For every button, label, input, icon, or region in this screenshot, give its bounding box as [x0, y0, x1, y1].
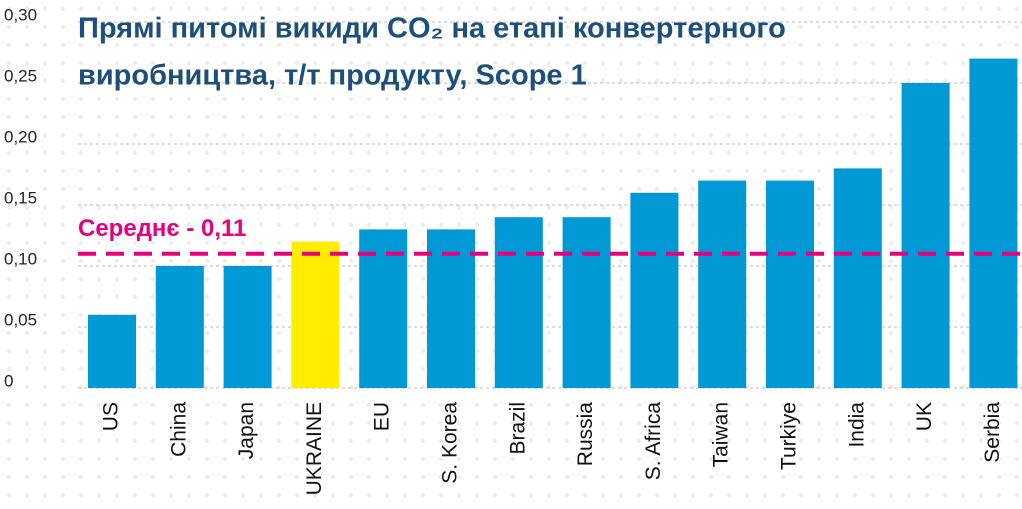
bar — [359, 229, 408, 388]
bar — [155, 266, 204, 388]
y-tick-label: 0,25 — [4, 66, 37, 85]
bar — [901, 83, 950, 388]
x-tick-label: Turkiye — [778, 402, 801, 470]
x-tick-label: US — [100, 402, 123, 431]
bar — [291, 241, 340, 388]
bar — [969, 58, 1018, 388]
y-tick-label: 0,10 — [4, 249, 37, 268]
y-tick-label: 0 — [4, 371, 13, 390]
x-tick-label: Russia — [574, 402, 597, 467]
bar — [630, 192, 679, 388]
bar — [427, 229, 475, 388]
mean-label: Середнє - 0,11 — [78, 215, 246, 242]
x-tick-label: Taiwan — [710, 402, 733, 467]
x-tick-label: UKRAINE — [303, 402, 326, 495]
x-tick-label: S. Korea — [439, 402, 462, 484]
x-tick-label: EU — [371, 402, 394, 431]
x-tick-label: Japan — [235, 402, 258, 459]
bar — [223, 266, 272, 388]
x-tick-label: UK — [913, 402, 936, 431]
y-tick-label: 0,20 — [4, 127, 37, 146]
x-tick-label: Brazil — [506, 402, 529, 455]
bar — [88, 314, 136, 388]
bar — [833, 168, 882, 388]
y-tick-label: 0,30 — [4, 5, 37, 24]
y-tick-label: 0,15 — [4, 188, 37, 207]
x-tick-label: India — [845, 402, 868, 448]
chart-title: виробництва, т/т продукту, Scope 1 — [78, 60, 587, 92]
x-tick-label: S. Africa — [642, 402, 665, 481]
bar — [562, 217, 611, 388]
chart-title: Прямі питомі викиди CO₂ на етапі конверт… — [78, 13, 786, 45]
bar — [494, 217, 543, 388]
bar — [766, 180, 814, 388]
x-tick-label: Serbia — [981, 402, 1004, 463]
x-tick-label: China — [167, 402, 190, 457]
bar — [698, 180, 747, 388]
y-tick-label: 0,05 — [4, 310, 37, 329]
